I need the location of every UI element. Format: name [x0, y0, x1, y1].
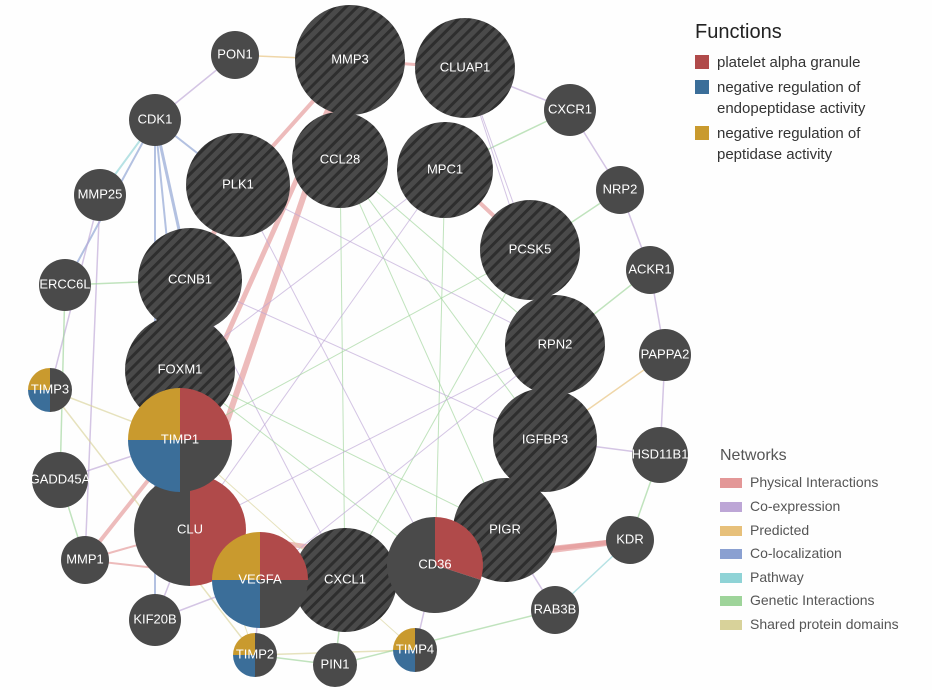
gene-node-vegfa[interactable]: VEGFA — [212, 532, 308, 628]
legend-label: Co-expression — [750, 497, 840, 517]
functions-legend: Functions platelet alpha granule negative… — [695, 18, 917, 169]
gene-node-pappa2[interactable]: PAPPA2 — [639, 329, 691, 381]
gene-node-cluap1[interactable]: CLUAP1 — [415, 18, 515, 118]
network-edge — [85, 195, 100, 560]
gene-node-timp1[interactable]: TIMP1 — [128, 388, 232, 492]
networks-legend-title: Networks — [720, 445, 899, 467]
networks-legend-item: Shared protein domains — [720, 615, 899, 635]
nodes-layer: MMP3CLUAP1CCL28MPC1PLK1CCNB1FOXM1PCSK5RP… — [28, 5, 691, 687]
gene-node-pon1[interactable]: PON1 — [211, 31, 259, 79]
legend-swatch — [695, 126, 709, 140]
network-edge — [340, 160, 345, 580]
network-edge — [435, 170, 445, 565]
legend-swatch — [720, 620, 742, 630]
networks-legend-item: Genetic Interactions — [720, 591, 899, 611]
legend-label: platelet alpha granule — [717, 52, 860, 73]
gene-node-mmp3[interactable]: MMP3 — [295, 5, 405, 115]
networks-legend-item: Physical Interactions — [720, 473, 899, 493]
gene-node-cd36[interactable]: CD36 — [387, 517, 483, 613]
legend-swatch — [695, 80, 709, 94]
gene-node-mmp1[interactable]: MMP1 — [61, 536, 109, 584]
gene-node-hsd11b1[interactable]: HSD11B1 — [632, 427, 689, 483]
gene-node-gadd45a[interactable]: GADD45A — [30, 452, 91, 508]
legend-label: Co-localization — [750, 544, 842, 564]
gene-node-ccl28[interactable]: CCL28 — [292, 112, 388, 208]
legend-label: negative regulation of peptidase activit… — [717, 123, 917, 165]
legend-label: Pathway — [750, 568, 804, 588]
legend-label: negative regulation of endopeptidase act… — [717, 77, 917, 119]
gene-node-plk1[interactable]: PLK1 — [186, 133, 290, 237]
legend-label: Genetic Interactions — [750, 591, 875, 611]
gene-node-cdk1[interactable]: CDK1 — [129, 94, 181, 146]
legend-swatch — [720, 596, 742, 606]
legend-swatch — [695, 55, 709, 69]
functions-legend-item: platelet alpha granule — [695, 52, 917, 73]
gene-node-ercc6l[interactable]: ERCC6L — [39, 259, 91, 311]
gene-node-timp3[interactable]: TIMP3 — [28, 368, 72, 412]
gene-node-cxcl1[interactable]: CXCL1 — [293, 528, 397, 632]
gene-node-nrp2[interactable]: NRP2 — [596, 166, 644, 214]
gene-node-cxcr1[interactable]: CXCR1 — [544, 84, 596, 136]
legend-swatch — [720, 502, 742, 512]
legend-swatch — [720, 478, 742, 488]
gene-node-igfbp3[interactable]: IGFBP3 — [493, 388, 597, 492]
network-edge — [238, 185, 435, 565]
networks-legend: Networks Physical Interactions Co-express… — [720, 445, 899, 639]
gene-node-timp2[interactable]: TIMP2 — [233, 633, 277, 677]
legend-swatch — [720, 549, 742, 559]
networks-legend-item: Co-localization — [720, 544, 899, 564]
gene-node-pcsk5[interactable]: PCSK5 — [480, 200, 580, 300]
gene-node-timp4[interactable]: TIMP4 — [393, 628, 437, 672]
gene-node-rpn2[interactable]: RPN2 — [505, 295, 605, 395]
gene-node-pin1[interactable]: PIN1 — [313, 643, 357, 687]
gene-node-mmp25[interactable]: MMP25 — [74, 169, 126, 221]
gene-node-mpc1[interactable]: MPC1 — [397, 122, 493, 218]
legend-swatch — [720, 573, 742, 583]
functions-legend-title: Functions — [695, 18, 917, 46]
networks-legend-item: Predicted — [720, 521, 899, 541]
gene-node-rab3b[interactable]: RAB3B — [531, 586, 579, 634]
network-edge — [190, 280, 545, 440]
networks-legend-item: Pathway — [720, 568, 899, 588]
legend-label: Shared protein domains — [750, 615, 899, 635]
network-edge — [340, 160, 505, 530]
legend-label: Physical Interactions — [750, 473, 878, 493]
gene-node-kdr[interactable]: KDR — [606, 516, 654, 564]
functions-legend-item: negative regulation of peptidase activit… — [695, 123, 917, 165]
gene-node-ackr1[interactable]: ACKR1 — [626, 246, 674, 294]
networks-legend-item: Co-expression — [720, 497, 899, 517]
legend-swatch — [720, 526, 742, 536]
functions-legend-item: negative regulation of endopeptidase act… — [695, 77, 917, 119]
gene-node-kif20b[interactable]: KIF20B — [129, 594, 181, 646]
network-diagram: MMP3CLUAP1CCL28MPC1PLK1CCNB1FOXM1PCSK5RP… — [0, 0, 932, 690]
legend-label: Predicted — [750, 521, 809, 541]
